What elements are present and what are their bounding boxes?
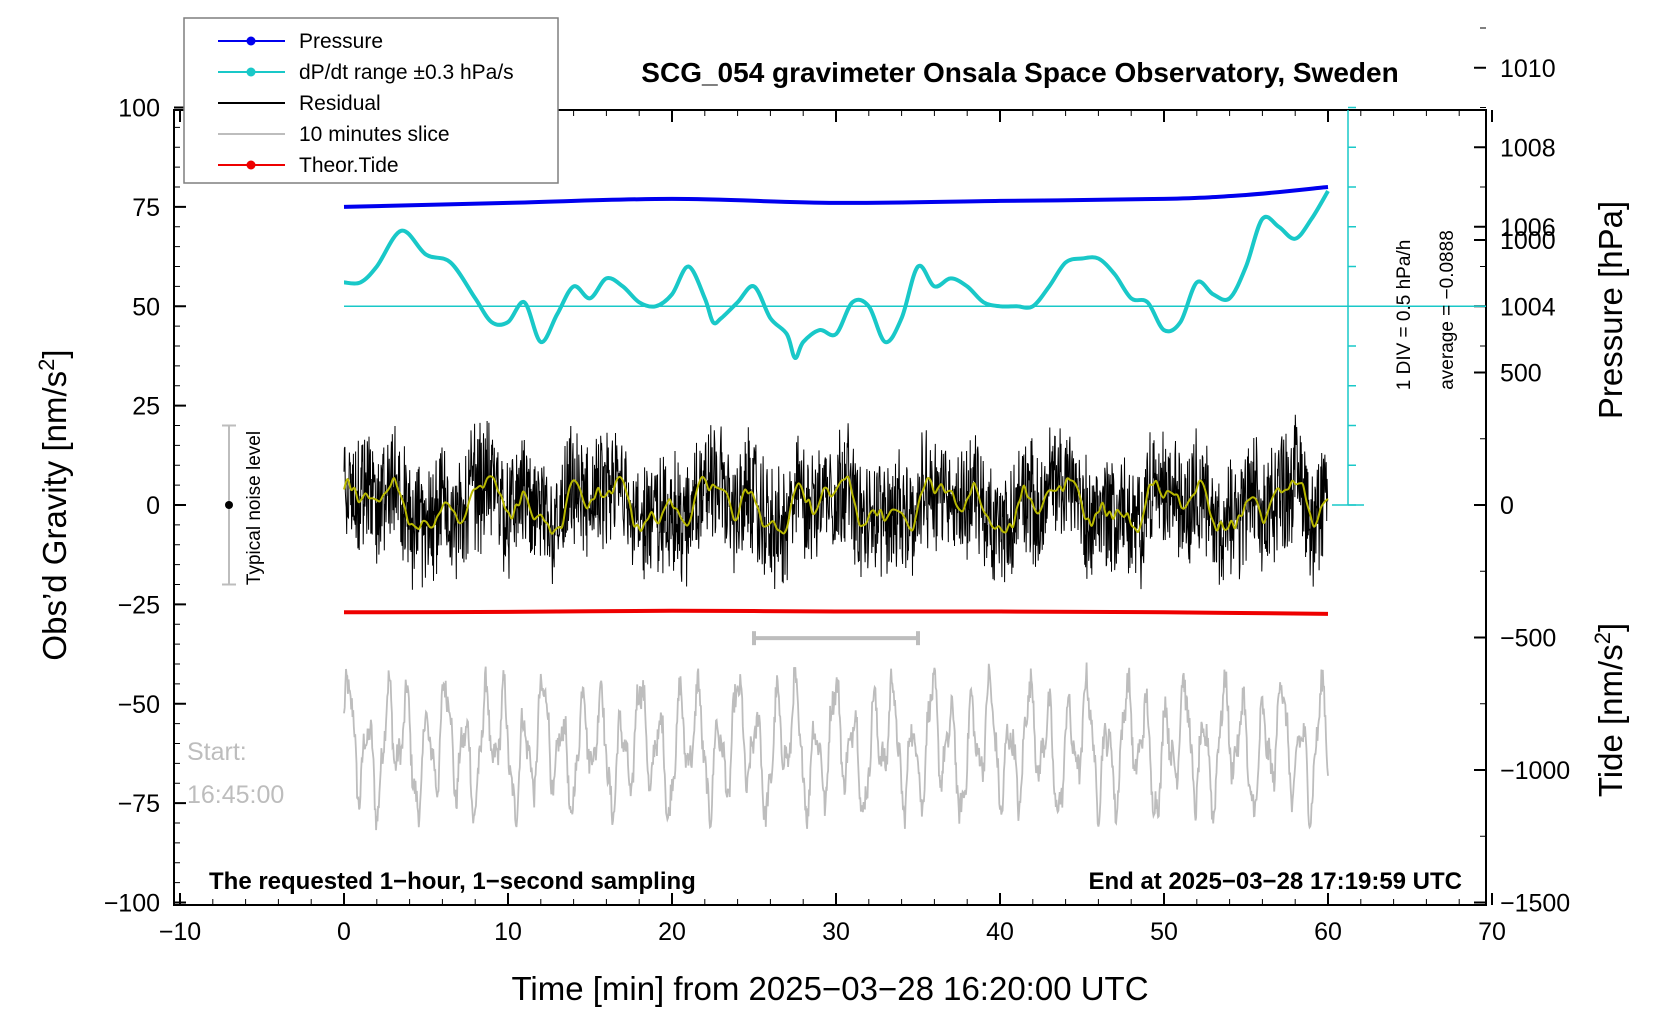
x-tick-label: 70 (1478, 918, 1506, 946)
legend-label: Pressure (299, 30, 383, 53)
y-tick-label: 100 (118, 95, 160, 123)
x-tick-label: 20 (658, 918, 686, 946)
legend-marker (246, 67, 256, 77)
pressure-line (343, 185, 1329, 209)
slice-line (343, 662, 1329, 831)
x-tick-label: 60 (1314, 918, 1342, 946)
tide-axis-title-sup: 2 (1590, 632, 1615, 644)
start-time: 16:45:00 (187, 781, 284, 809)
pressure-tick-label: 1008 (1500, 134, 1556, 162)
tide-tick-label: 0 (1500, 492, 1514, 520)
noise-bar-center (225, 501, 233, 509)
residual-smoothed-line (343, 475, 1329, 535)
dpdt-scale-label-2: average = −0.0888 (1437, 230, 1458, 390)
tide-tick-label: −1500 (1500, 890, 1570, 918)
legend-marker (246, 36, 256, 46)
y-axis-title-sup: 2 (34, 359, 59, 371)
legend: Pressure dP/dt range ±0.3 hPa/s Residual 10… (183, 17, 559, 184)
start-label: Start: (187, 738, 247, 766)
tide-line (343, 608, 1329, 616)
tide-axis-title-end: ] (1592, 623, 1629, 632)
y-tick-label: −50 (118, 691, 160, 719)
tide-axis-title: Tide [nm/s2] (1590, 623, 1629, 797)
y-tick-label: −25 (118, 591, 160, 619)
x-tick-label: 0 (337, 918, 351, 946)
legend-box (183, 17, 559, 184)
tide-tick-label: −500 (1500, 625, 1556, 653)
legend-label: Residual (299, 92, 381, 115)
tide-tick-label: 1000 (1500, 227, 1556, 255)
y-tick-label: −75 (118, 790, 160, 818)
plot-frame (173, 109, 1487, 906)
y-tick-label: 25 (132, 393, 160, 421)
legend-label: 10 minutes slice (299, 123, 450, 146)
pressure-tick-label: 1004 (1500, 293, 1556, 321)
tide-tick-label: −1000 (1500, 757, 1570, 785)
pressure-axis-title: Pressure [hPa] (1592, 201, 1629, 419)
x-tick-label: 10 (494, 918, 522, 946)
dpdt-scale-label-1: 1 DIV = 0.5 hPa/h (1394, 240, 1415, 391)
y-tick-label: 50 (132, 293, 160, 321)
y-axis-title-end: ] (36, 349, 73, 358)
bottom-right-note: End at 2025−03−28 17:19:59 UTC (1088, 868, 1462, 895)
y-tick-label: −100 (104, 890, 160, 918)
legend-marker (246, 160, 256, 170)
noise-level-label: Typical noise level (244, 431, 265, 585)
y-tick-label: 75 (132, 194, 160, 222)
x-tick-label: 30 (822, 918, 850, 946)
legend-label: dP/dt range ±0.3 hPa/s (299, 61, 514, 84)
y-tick-label: 0 (146, 492, 160, 520)
chart-title: SCG_054 gravimeter Onsala Space Observat… (641, 57, 1398, 88)
residual-line (343, 414, 1329, 590)
x-tick-label: −10 (159, 918, 201, 946)
tide-axis-title-main: Tide [nm/s (1592, 644, 1629, 797)
legend-label: Theor.Tide (299, 154, 399, 177)
x-tick-label: 50 (1150, 918, 1178, 946)
tide-tick-label: 500 (1500, 360, 1542, 388)
dpdt-line (343, 189, 1330, 360)
y-axis-title-main: Obs’d Gravity [nm/s (36, 371, 73, 661)
bottom-left-note: The requested 1−hour, 1−second sampling (209, 868, 696, 895)
pressure-tick-label: 1010 (1500, 55, 1556, 83)
y-axis-title: Obs’d Gravity [nm/s2] (34, 349, 73, 660)
pressure-tick-label: 1006 (1500, 214, 1556, 242)
x-tick-label: 40 (986, 918, 1014, 946)
x-axis-title: Time [min] from 2025−03−28 16:20:00 UTC (511, 970, 1148, 1007)
